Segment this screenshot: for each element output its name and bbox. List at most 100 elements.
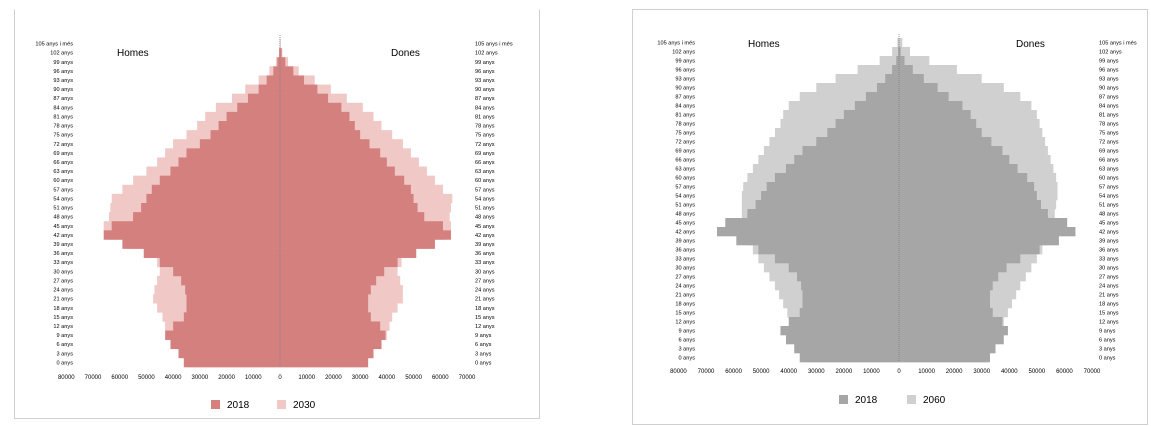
y-tick-label-right: 66 anys (475, 160, 495, 166)
y-tick-label-left: 0 anys (679, 356, 696, 362)
y-tick-label-right: 6 anys (475, 342, 492, 348)
bar-women-2060-84 (899, 101, 1032, 111)
y-tick-label-right: 12 anys (475, 324, 495, 330)
bar-women-2018-21 (899, 290, 990, 300)
bar-men-2060-87 (799, 92, 899, 102)
x-tick-label: 50000 (753, 369, 770, 375)
bar-women-2018-3 (280, 348, 374, 359)
y-tick-label-left: 87 anys (53, 96, 73, 102)
bar-men-2018-15 (183, 312, 280, 322)
bar-men-2018-93 (266, 75, 280, 85)
x-tick-label: 70000 (459, 375, 476, 381)
y-tick-label-left: 36 anys (675, 248, 695, 254)
y-tick-label-left: 75 anys (675, 131, 695, 137)
bar-men-2018-0 (183, 357, 280, 368)
y-tick-label-right: 0 anys (1099, 356, 1116, 362)
bar-men-2018-45 (111, 221, 280, 231)
y-tick-label-right: 27 anys (1099, 275, 1119, 281)
y-tick-label-left: 6 anys (57, 342, 74, 348)
pyramid-chart-2018-2060: 0 anys 0 anys 3 anys 3 anys 6 anys 6 anys 9 an… (632, 9, 1148, 425)
y-tick-label-right: 102 anys (1099, 50, 1122, 56)
y-tick-label-left: 48 anys (53, 215, 73, 221)
y-tick-label-left: 96 anys (53, 69, 73, 75)
bar-women-2018-93 (280, 75, 305, 85)
bar-women-2018-33 (280, 257, 398, 268)
bar-women-2018-72 (280, 139, 370, 149)
bar-women-2018-69 (280, 148, 381, 158)
y-tick-label-left: 57 anys (53, 187, 73, 193)
y-tick-label-right: 66 anys (1099, 158, 1119, 164)
y-tick-label-right: 36 anys (1099, 248, 1119, 254)
bar-women-2018-57 (899, 182, 1035, 192)
bar-men-2018-6 (170, 339, 280, 350)
bar-men-2018-90 (876, 83, 899, 93)
x-tick-label: 30000 (973, 369, 990, 375)
bar-women-2018-30 (899, 263, 1007, 273)
y-tick-label-left: 69 anys (675, 149, 695, 155)
bar-men-2018-84 (854, 101, 899, 111)
bar-men-2018-75 (210, 130, 280, 140)
homes-label: Homes (748, 39, 780, 50)
y-tick-label-left: 57 anys (675, 185, 695, 191)
y-tick-label-right: 81 anys (1099, 113, 1119, 119)
bar-men-2018-57 (151, 184, 280, 195)
bar-women-2018-33 (899, 254, 1021, 264)
x-tick-label: 20000 (325, 375, 342, 381)
bar-women-2018-18 (899, 299, 990, 309)
bar-women-2060-90 (899, 83, 1004, 93)
dones-label: Dones (391, 48, 420, 59)
bar-women-2018-96 (899, 65, 913, 75)
bar-men-2018-18 (186, 303, 280, 313)
homes-label: Homes (117, 48, 149, 59)
bar-women-2018-57 (280, 184, 411, 195)
bar-men-2018-36 (143, 248, 280, 258)
bar-men-2018-48 (747, 209, 899, 219)
bar-women-2018-84 (280, 102, 342, 113)
y-tick-label-right: 105 anys i més (1099, 41, 1137, 47)
y-tick-label-right: 36 anys (475, 251, 495, 257)
bar-men-2018-99 (896, 56, 899, 66)
y-tick-label-left: 66 anys (675, 158, 695, 164)
y-tick-label-right: 21 anys (475, 297, 495, 303)
y-tick-label-right: 54 anys (475, 196, 495, 202)
y-tick-label-right: 51 anys (475, 206, 495, 212)
y-tick-label-right: 69 anys (1099, 149, 1119, 155)
y-tick-label-right: 84 anys (1099, 104, 1119, 110)
bar-women-2018-84 (899, 101, 963, 111)
y-tick-label-left: 87 anys (675, 95, 695, 101)
bar-men-2018-99 (277, 57, 280, 67)
legend-label-2018: 2018 (855, 395, 878, 406)
bar-men-2060-102 (892, 47, 899, 57)
x-tick-label: 20000 (836, 369, 853, 375)
y-tick-label-right: 48 anys (1099, 212, 1119, 218)
y-tick-label-right: 33 anys (475, 260, 495, 266)
bar-women-2060-99 (899, 56, 930, 66)
y-tick-label-left: 93 anys (675, 77, 695, 83)
bar-women-2018-21 (280, 294, 369, 304)
y-tick-label-left: 15 anys (675, 311, 695, 317)
y-tick-label-left: 42 anys (53, 233, 73, 239)
pyramid-chart-2018-2030: 0 anys 0 anys 3 anys 3 anys 6 anys 6 anys 9 an… (14, 9, 540, 419)
y-tick-label-left: 30 anys (675, 266, 695, 272)
bar-women-2018-90 (899, 83, 938, 93)
bar-women-2060-93 (899, 74, 982, 84)
x-tick-label: 80000 (58, 375, 75, 381)
x-tick-label: 50000 (1029, 369, 1046, 375)
y-tick-label-right: 57 anys (475, 187, 495, 193)
y-tick-label-left: 66 anys (53, 160, 73, 166)
bar-men-2018-93 (885, 74, 899, 84)
y-tick-label-right: 96 anys (475, 69, 495, 75)
x-tick-label: 10000 (245, 375, 262, 381)
x-tick-label: 40000 (379, 375, 396, 381)
x-tick-label: 60000 (1056, 369, 1073, 375)
x-tick-label: 20000 (946, 369, 963, 375)
bar-women-2060-102 (899, 47, 911, 57)
x-tick-label: 60000 (432, 375, 449, 381)
bar-men-2018-42 (103, 230, 280, 240)
y-tick-label-left: 60 anys (53, 178, 73, 184)
y-tick-label-right: 3 anys (1099, 347, 1116, 353)
bar-women-2018-51 (280, 203, 418, 213)
y-tick-label-left: 39 anys (53, 242, 73, 248)
y-tick-label-right: 3 anys (475, 351, 492, 357)
bar-women-2060-105 (899, 38, 903, 48)
